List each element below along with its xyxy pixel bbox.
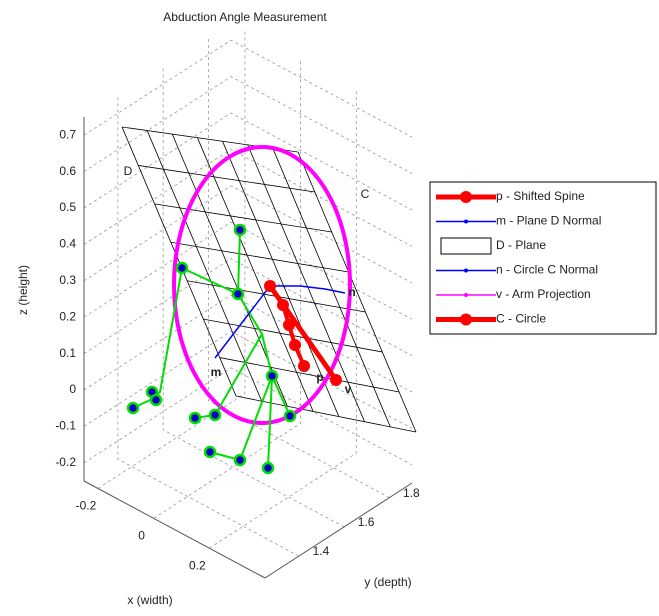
legend-marker xyxy=(460,313,472,326)
legend-label: v - Arm Projection xyxy=(496,287,591,301)
grid-line xyxy=(83,294,413,393)
x-axis xyxy=(83,480,266,579)
plane-line xyxy=(146,130,263,402)
y-axis-label: y (depth) xyxy=(364,575,411,589)
z-axis-label: z (height) xyxy=(16,265,30,315)
scene xyxy=(126,145,352,475)
chart-title: Abduction Angle Measurement xyxy=(163,10,327,24)
plane-line xyxy=(121,126,237,397)
skeleton xyxy=(132,229,291,469)
z-tick-label: 0.1 xyxy=(59,346,76,360)
legend xyxy=(429,181,657,335)
x-axis-label: x (width) xyxy=(127,593,172,607)
annotation: m xyxy=(211,365,222,379)
joints xyxy=(126,223,297,475)
joint xyxy=(261,461,275,475)
point xyxy=(277,299,289,311)
z-tick-label: 0.7 xyxy=(59,127,76,141)
plane-line xyxy=(272,148,391,428)
z-tick-label: -0.2 xyxy=(55,455,76,469)
grid-line xyxy=(83,112,413,211)
plane-line xyxy=(138,165,315,193)
y-axis xyxy=(264,482,413,579)
joint xyxy=(126,401,140,415)
joint xyxy=(149,393,163,407)
legend-label: n - Circle C Normal xyxy=(496,263,598,277)
z-tick-label: 0.2 xyxy=(59,309,76,323)
joint xyxy=(175,261,189,275)
joint xyxy=(231,287,245,301)
y-tick-label: 1.8 xyxy=(403,486,420,500)
z-tick-label: 0 xyxy=(69,382,76,396)
z-tick-label: 0.3 xyxy=(59,273,76,287)
joint xyxy=(265,369,279,383)
bone xyxy=(181,267,239,295)
bone xyxy=(267,375,273,469)
bone xyxy=(194,333,263,419)
legend-swatch xyxy=(440,237,492,255)
z-tick-label: -0.1 xyxy=(55,419,76,433)
annotation: D xyxy=(124,164,133,178)
point xyxy=(289,339,301,351)
legend-marker xyxy=(464,293,468,297)
plane-line xyxy=(297,151,417,433)
grid-line xyxy=(209,89,357,549)
joint xyxy=(233,453,247,467)
grid-line xyxy=(207,36,390,498)
grid-line xyxy=(117,95,300,557)
z-tick-label: 0.6 xyxy=(59,164,76,178)
grid-line xyxy=(162,65,345,528)
annotation: n xyxy=(348,285,355,299)
joint xyxy=(283,409,297,423)
plane-line xyxy=(219,357,400,393)
point xyxy=(298,360,310,372)
plane-line xyxy=(197,137,314,412)
joint xyxy=(208,408,222,422)
point xyxy=(264,280,276,292)
y-tick-label: 1.6 xyxy=(358,515,375,529)
legend-marker xyxy=(464,268,468,273)
grid-line xyxy=(83,148,413,247)
plane-line xyxy=(154,203,332,233)
spine-points xyxy=(264,280,342,386)
grid-line xyxy=(83,258,413,356)
point xyxy=(330,374,342,386)
legend-label: p - Shifted Spine xyxy=(496,189,585,203)
grid-line xyxy=(83,330,413,429)
legend-marker xyxy=(464,219,468,224)
legend-marker xyxy=(460,191,472,203)
annotation: p xyxy=(316,370,323,384)
circle xyxy=(172,145,352,425)
x-tick-label: 0.2 xyxy=(189,558,206,572)
legend-label: m - Plane D Normal xyxy=(496,214,601,228)
grid-line xyxy=(97,29,246,489)
annotation: C xyxy=(361,187,370,201)
grid-line xyxy=(153,59,302,519)
plane-line xyxy=(247,144,365,422)
grid-line xyxy=(83,221,413,320)
y-tick-label: 1.4 xyxy=(313,544,330,558)
grid-line xyxy=(83,39,413,138)
joint xyxy=(188,411,202,425)
joint xyxy=(233,223,247,237)
plane-line xyxy=(222,141,340,417)
normal-m xyxy=(214,285,271,359)
legend-label: D - Plane xyxy=(496,238,546,252)
grid-line xyxy=(83,367,413,466)
x-tick-label: 0 xyxy=(138,528,145,542)
plane-line xyxy=(170,241,349,273)
grid-line xyxy=(83,76,413,174)
grid-line xyxy=(83,185,413,284)
z-tick-label: 0.4 xyxy=(59,237,76,251)
z-tick-label: 0.5 xyxy=(59,200,76,214)
legend-label: C - Circle xyxy=(496,312,546,326)
annotation: v xyxy=(345,382,352,396)
joint xyxy=(203,445,217,459)
point xyxy=(283,319,295,331)
plane-line xyxy=(235,395,417,433)
x-tick-label: -0.2 xyxy=(76,499,97,513)
normal-n xyxy=(270,285,346,294)
